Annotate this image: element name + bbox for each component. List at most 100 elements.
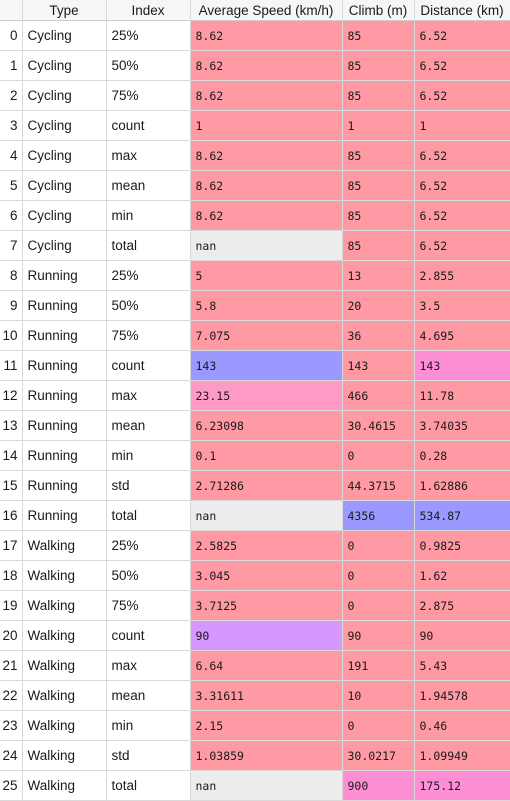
type-cell[interactable]: Cycling — [22, 110, 107, 141]
speed-cell[interactable]: 6.23098 — [190, 410, 343, 441]
climb-cell[interactable]: 143 — [342, 350, 415, 381]
table-row[interactable]: 25 Walking total nan 900 175.12 — [0, 770, 510, 801]
row-index-cell[interactable]: 3 — [0, 110, 23, 141]
distance-cell[interactable]: 6.52 — [414, 200, 510, 231]
climb-cell[interactable]: 13 — [342, 260, 415, 291]
distance-cell[interactable]: 6.52 — [414, 20, 510, 51]
type-cell[interactable]: Walking — [22, 650, 107, 681]
distance-cell[interactable]: 1.09949 — [414, 740, 510, 771]
distance-cell[interactable]: 534.87 — [414, 500, 510, 531]
speed-cell[interactable]: 5.8 — [190, 290, 343, 321]
row-index-cell[interactable]: 6 — [0, 200, 23, 231]
table-row[interactable]: 16 Running total nan 4356 534.87 — [0, 500, 510, 531]
climb-cell[interactable]: 0 — [342, 590, 415, 621]
speed-cell[interactable]: 90 — [190, 620, 343, 651]
index-cell[interactable]: 75% — [106, 320, 191, 351]
index-cell[interactable]: 25% — [106, 20, 191, 51]
table-row[interactable]: 13 Running mean 6.23098 30.4615 3.74035 — [0, 410, 510, 441]
speed-cell[interactable]: 1 — [190, 110, 343, 141]
distance-cell[interactable]: 90 — [414, 620, 510, 651]
row-index-cell[interactable]: 11 — [0, 350, 23, 381]
row-index-cell[interactable]: 8 — [0, 260, 23, 291]
speed-cell[interactable]: 8.62 — [190, 200, 343, 231]
type-cell[interactable]: Walking — [22, 680, 107, 711]
header-row-index[interactable] — [0, 0, 23, 21]
header-climb[interactable]: Climb (m) — [342, 0, 415, 21]
table-row[interactable]: 9 Running 50% 5.8 20 3.5 — [0, 290, 510, 321]
header-average-speed[interactable]: Average Speed (km/h) — [190, 0, 343, 21]
table-row[interactable]: 0 Cycling 25% 8.62 85 6.52 — [0, 20, 510, 51]
speed-cell[interactable]: 2.15 — [190, 710, 343, 741]
type-cell[interactable]: Running — [22, 320, 107, 351]
index-cell[interactable]: total — [106, 770, 191, 801]
table-row[interactable]: 22 Walking mean 3.31611 10 1.94578 — [0, 680, 510, 711]
table-row[interactable]: 19 Walking 75% 3.7125 0 2.875 — [0, 590, 510, 621]
speed-cell[interactable]: 8.62 — [190, 20, 343, 51]
type-cell[interactable]: Walking — [22, 590, 107, 621]
climb-cell[interactable]: 0 — [342, 530, 415, 561]
header-distance[interactable]: Distance (km) — [414, 0, 510, 21]
type-cell[interactable]: Running — [22, 470, 107, 501]
distance-cell[interactable]: 3.5 — [414, 290, 510, 321]
climb-cell[interactable]: 466 — [342, 380, 415, 411]
climb-cell[interactable]: 85 — [342, 80, 415, 111]
table-row[interactable]: 2 Cycling 75% 8.62 85 6.52 — [0, 80, 510, 111]
distance-cell[interactable]: 6.52 — [414, 170, 510, 201]
type-cell[interactable]: Walking — [22, 740, 107, 771]
type-cell[interactable]: Cycling — [22, 50, 107, 81]
index-cell[interactable]: total — [106, 230, 191, 261]
speed-cell[interactable]: 143 — [190, 350, 343, 381]
type-cell[interactable]: Cycling — [22, 230, 107, 261]
type-cell[interactable]: Running — [22, 410, 107, 441]
type-cell[interactable]: Running — [22, 440, 107, 471]
table-row[interactable]: 15 Running std 2.71286 44.3715 1.62886 — [0, 470, 510, 501]
index-cell[interactable]: min — [106, 200, 191, 231]
type-cell[interactable]: Walking — [22, 560, 107, 591]
distance-cell[interactable]: 1.62886 — [414, 470, 510, 501]
table-row[interactable]: 12 Running max 23.15 466 11.78 — [0, 380, 510, 411]
row-index-cell[interactable]: 7 — [0, 230, 23, 261]
row-index-cell[interactable]: 9 — [0, 290, 23, 321]
row-index-cell[interactable]: 19 — [0, 590, 23, 621]
table-row[interactable]: 11 Running count 143 143 143 — [0, 350, 510, 381]
type-cell[interactable]: Running — [22, 290, 107, 321]
climb-cell[interactable]: 0 — [342, 710, 415, 741]
speed-cell[interactable]: 1.03859 — [190, 740, 343, 771]
distance-cell[interactable]: 11.78 — [414, 380, 510, 411]
index-cell[interactable]: count — [106, 620, 191, 651]
climb-cell[interactable]: 85 — [342, 20, 415, 51]
distance-cell[interactable]: 6.52 — [414, 140, 510, 171]
row-index-cell[interactable]: 14 — [0, 440, 23, 471]
index-cell[interactable]: 25% — [106, 260, 191, 291]
speed-cell[interactable]: 2.5825 — [190, 530, 343, 561]
row-index-cell[interactable]: 17 — [0, 530, 23, 561]
index-cell[interactable]: mean — [106, 410, 191, 441]
row-index-cell[interactable]: 18 — [0, 560, 23, 591]
table-row[interactable]: 8 Running 25% 5 13 2.855 — [0, 260, 510, 291]
type-cell[interactable]: Walking — [22, 710, 107, 741]
speed-cell[interactable]: 8.62 — [190, 80, 343, 111]
row-index-cell[interactable]: 21 — [0, 650, 23, 681]
type-cell[interactable]: Cycling — [22, 170, 107, 201]
climb-cell[interactable]: 20 — [342, 290, 415, 321]
speed-cell[interactable]: nan — [190, 770, 343, 801]
climb-cell[interactable]: 10 — [342, 680, 415, 711]
distance-cell[interactable]: 5.43 — [414, 650, 510, 681]
index-cell[interactable]: count — [106, 350, 191, 381]
row-index-cell[interactable]: 16 — [0, 500, 23, 531]
row-index-cell[interactable]: 22 — [0, 680, 23, 711]
type-cell[interactable]: Walking — [22, 620, 107, 651]
index-cell[interactable]: max — [106, 140, 191, 171]
speed-cell[interactable]: nan — [190, 500, 343, 531]
index-cell[interactable]: 75% — [106, 590, 191, 621]
distance-cell[interactable]: 1.94578 — [414, 680, 510, 711]
index-cell[interactable]: std — [106, 470, 191, 501]
row-index-cell[interactable]: 1 — [0, 50, 23, 81]
distance-cell[interactable]: 143 — [414, 350, 510, 381]
table-row[interactable]: 17 Walking 25% 2.5825 0 0.9825 — [0, 530, 510, 561]
speed-cell[interactable]: nan — [190, 230, 343, 261]
row-index-cell[interactable]: 10 — [0, 320, 23, 351]
table-row[interactable]: 23 Walking min 2.15 0 0.46 — [0, 710, 510, 741]
row-index-cell[interactable]: 5 — [0, 170, 23, 201]
type-cell[interactable]: Walking — [22, 530, 107, 561]
